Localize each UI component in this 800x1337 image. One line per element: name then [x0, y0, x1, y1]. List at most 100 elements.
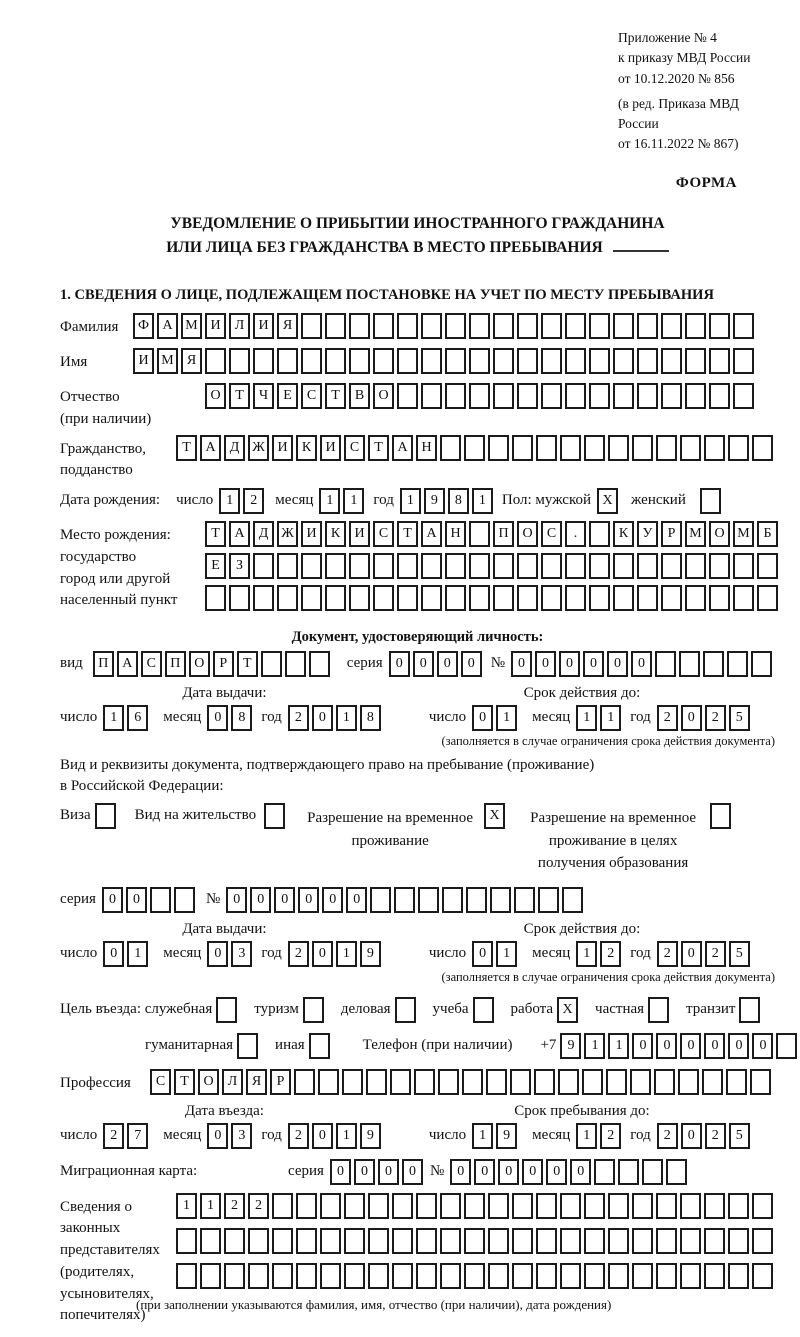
- char-cell[interactable]: [493, 553, 514, 580]
- char-cell[interactable]: [493, 585, 514, 612]
- char-cell[interactable]: [308, 1032, 330, 1059]
- char-cell[interactable]: [366, 1068, 387, 1095]
- female-checkbox[interactable]: [692, 488, 724, 515]
- char-cell[interactable]: С: [150, 1068, 171, 1095]
- char-cell[interactable]: [294, 1068, 315, 1095]
- char-cell[interactable]: [421, 383, 442, 410]
- char-cell[interactable]: [416, 1192, 437, 1219]
- char-cell[interactable]: 1: [343, 488, 365, 515]
- char-cell[interactable]: [418, 886, 440, 913]
- char-cell[interactable]: 1: [584, 1032, 606, 1059]
- representatives-line2[interactable]: [176, 1227, 776, 1254]
- char-cell[interactable]: О: [373, 383, 394, 410]
- char-cell[interactable]: [176, 1227, 197, 1254]
- char-cell[interactable]: [685, 383, 706, 410]
- char-cell[interactable]: 9: [359, 1122, 381, 1149]
- char-cell[interactable]: [373, 585, 394, 612]
- char-cell[interactable]: [445, 585, 466, 612]
- char-cell[interactable]: Т: [397, 521, 418, 548]
- char-cell[interactable]: [440, 434, 461, 461]
- char-cell[interactable]: И: [133, 348, 154, 375]
- char-cell[interactable]: [517, 553, 538, 580]
- char-cell[interactable]: [253, 585, 274, 612]
- char-cell[interactable]: 0: [535, 651, 556, 678]
- char-cell[interactable]: 0: [329, 1158, 351, 1185]
- char-cell[interactable]: [466, 886, 488, 913]
- char-cell[interactable]: 2: [704, 705, 726, 732]
- char-cell[interactable]: [594, 1158, 616, 1185]
- char-cell[interactable]: [342, 1068, 363, 1095]
- char-cell[interactable]: [637, 348, 658, 375]
- char-cell[interactable]: [493, 383, 514, 410]
- char-cell[interactable]: [613, 348, 634, 375]
- char-cell[interactable]: [589, 521, 610, 548]
- char-cell[interactable]: [493, 313, 514, 340]
- char-cell[interactable]: [325, 585, 346, 612]
- char-cell[interactable]: [493, 348, 514, 375]
- char-cell[interactable]: [296, 1227, 317, 1254]
- char-cell[interactable]: Т: [176, 434, 197, 461]
- char-cell[interactable]: 1: [103, 705, 125, 732]
- char-cell[interactable]: [750, 1068, 771, 1095]
- char-cell[interactable]: Ч: [253, 383, 274, 410]
- char-cell[interactable]: [582, 1068, 603, 1095]
- char-cell[interactable]: С: [140, 651, 162, 678]
- char-cell[interactable]: [464, 1262, 485, 1289]
- char-cell[interactable]: С: [344, 434, 365, 461]
- purpose-business-checkbox[interactable]: [216, 996, 240, 1023]
- char-cell[interactable]: 0: [583, 651, 604, 678]
- char-cell[interactable]: [472, 996, 494, 1023]
- char-cell[interactable]: 0: [511, 651, 532, 678]
- char-cell[interactable]: [325, 553, 346, 580]
- char-cell[interactable]: К: [613, 521, 634, 548]
- char-cell[interactable]: М: [181, 313, 202, 340]
- char-cell[interactable]: X: [484, 803, 506, 830]
- char-cell[interactable]: [606, 1068, 627, 1095]
- char-cell[interactable]: 0: [274, 886, 296, 913]
- char-cell[interactable]: [368, 1227, 389, 1254]
- char-cell[interactable]: [685, 585, 706, 612]
- char-cell[interactable]: Т: [368, 434, 389, 461]
- char-cell[interactable]: К: [296, 434, 317, 461]
- char-cell[interactable]: [349, 313, 370, 340]
- char-cell[interactable]: [253, 553, 274, 580]
- char-cell[interactable]: [277, 585, 298, 612]
- char-cell[interactable]: [655, 651, 676, 678]
- char-cell[interactable]: [632, 1227, 653, 1254]
- char-cell[interactable]: [709, 585, 730, 612]
- char-cell[interactable]: М: [733, 521, 754, 548]
- char-cell[interactable]: [661, 383, 682, 410]
- char-cell[interactable]: [733, 383, 754, 410]
- char-cell[interactable]: [490, 886, 512, 913]
- char-cell[interactable]: [260, 651, 282, 678]
- purpose-other-checkbox[interactable]: [308, 1032, 333, 1059]
- char-cell[interactable]: [752, 434, 773, 461]
- char-cell[interactable]: [205, 348, 226, 375]
- char-cell[interactable]: [637, 313, 658, 340]
- char-cell[interactable]: [373, 313, 394, 340]
- char-cell[interactable]: 1: [496, 705, 518, 732]
- char-cell[interactable]: [514, 886, 536, 913]
- char-cell[interactable]: [608, 1227, 629, 1254]
- char-cell[interactable]: [589, 553, 610, 580]
- char-cell[interactable]: [679, 651, 700, 678]
- char-cell[interactable]: [751, 651, 772, 678]
- char-cell[interactable]: [488, 1262, 509, 1289]
- purpose-transit-checkbox[interactable]: [739, 996, 763, 1023]
- char-cell[interactable]: 0: [631, 651, 652, 678]
- char-cell[interactable]: [176, 1262, 197, 1289]
- char-cell[interactable]: Т: [174, 1068, 195, 1095]
- char-cell[interactable]: [229, 348, 250, 375]
- char-cell[interactable]: [565, 313, 586, 340]
- char-cell[interactable]: Т: [325, 383, 346, 410]
- char-cell[interactable]: 9: [560, 1032, 582, 1059]
- char-cell[interactable]: 8: [359, 705, 381, 732]
- char-cell[interactable]: [536, 1262, 557, 1289]
- char-cell[interactable]: [541, 585, 562, 612]
- char-cell[interactable]: 3: [231, 1122, 253, 1149]
